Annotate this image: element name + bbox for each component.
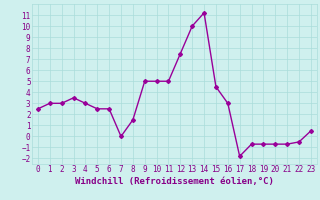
X-axis label: Windchill (Refroidissement éolien,°C): Windchill (Refroidissement éolien,°C): [75, 177, 274, 186]
